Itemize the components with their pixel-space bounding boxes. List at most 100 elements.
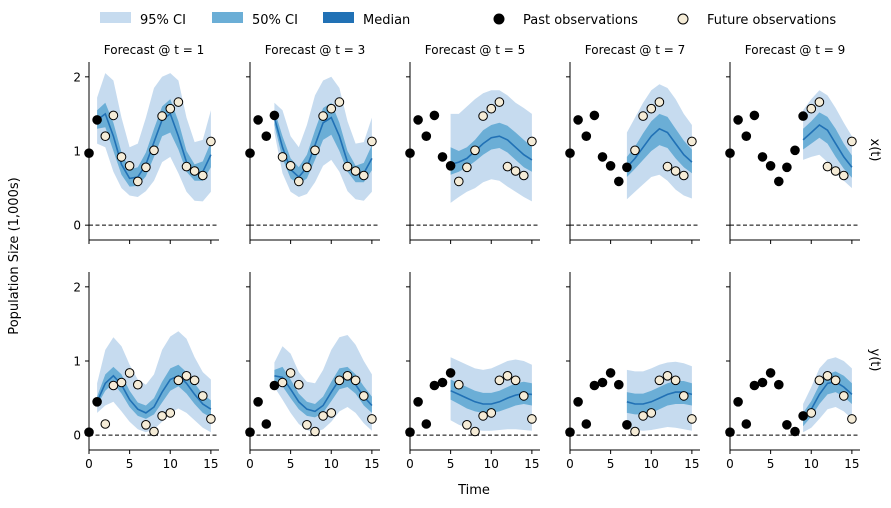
- past-observation-point: [589, 110, 600, 121]
- future-observation-point: [679, 391, 689, 401]
- y-tick-label: 2: [73, 70, 81, 84]
- future-observation-point: [806, 103, 817, 114]
- future-observation-point: [687, 136, 697, 147]
- future-observation-point: [206, 136, 216, 147]
- future-observation-point: [342, 371, 353, 381]
- past-observation-point: [92, 115, 102, 125]
- x-tick-label: 10: [644, 457, 659, 471]
- future-observation-point: [318, 111, 328, 121]
- past-observation-point: [765, 368, 776, 378]
- y-tick-label: 1: [73, 355, 81, 369]
- panel-x-t5: Forecast @ t = 5: [405, 43, 540, 244]
- future-observation-point: [502, 371, 513, 381]
- future-observation-point: [486, 103, 497, 114]
- future-observation-point: [478, 411, 488, 421]
- panel-title: Forecast @ t = 3: [265, 43, 365, 57]
- future-observation-point: [206, 414, 216, 424]
- panel-x-t1: 0 1 2 Forecast @ t = 1: [73, 43, 219, 244]
- future-observation-point: [359, 391, 369, 401]
- future-observation-point: [830, 166, 841, 176]
- legend-swatch: [323, 12, 354, 23]
- y-tick-label: 2: [73, 280, 81, 294]
- future-observation-point: [470, 426, 480, 437]
- future-observation-point: [654, 97, 665, 107]
- legend: 95% CI 50% CI Median Past observations Futur…: [100, 12, 836, 28]
- x-tick-label: 5: [126, 457, 134, 471]
- future-observation-point: [173, 375, 184, 386]
- future-observation-point: [662, 161, 673, 172]
- panel-y-t7: 0 5 10 15: [565, 272, 700, 471]
- past-observation-point: [733, 397, 743, 407]
- past-observation-point: [749, 110, 760, 121]
- past-observation-point: [429, 380, 440, 391]
- legend-item-3: Past observations: [493, 13, 638, 28]
- past-observation-point: [622, 420, 632, 430]
- future-observation-point: [157, 411, 167, 421]
- legend-label: 50% CI: [252, 13, 298, 28]
- future-observation-point: [814, 375, 825, 386]
- past-observation-point: [573, 397, 583, 407]
- future-observation-point: [277, 377, 288, 388]
- future-observation-point: [302, 162, 312, 173]
- panel-y-t3: 0 5 10 15: [245, 272, 380, 471]
- future-observation-point: [326, 103, 337, 114]
- legend-item-0: 95% CI: [100, 12, 186, 28]
- x-tick-label: 5: [287, 457, 295, 471]
- x-tick-label: 0: [246, 457, 254, 471]
- future-observation-point: [510, 375, 521, 386]
- future-observation-point: [334, 97, 345, 107]
- y-tick-label: 0: [73, 429, 81, 443]
- x-tick-label: 15: [203, 457, 218, 471]
- legend-swatch: [100, 12, 131, 23]
- panel-y-t5: 0 5 10 15: [405, 272, 540, 471]
- x-tick-label: 10: [804, 457, 819, 471]
- past-observation-point: [790, 145, 800, 156]
- future-observation-point: [285, 161, 296, 171]
- future-observation-point: [646, 408, 657, 418]
- future-observation-point: [149, 145, 159, 156]
- future-observation-point: [454, 176, 464, 187]
- panel-x-t9: Forecast @ t = 9: [725, 43, 860, 244]
- x-tick-label: 0: [406, 457, 414, 471]
- future-observation-point: [478, 111, 488, 121]
- x-tick-label: 0: [566, 457, 574, 471]
- future-observation-point: [679, 170, 689, 181]
- ci50-band: [450, 379, 532, 413]
- panel-title: Forecast @ t = 1: [104, 43, 204, 57]
- legend-label: Past observations: [523, 13, 638, 28]
- future-observation-point: [181, 371, 192, 381]
- legend-swatch: [212, 12, 243, 23]
- future-observation-point: [302, 420, 312, 430]
- x-tick-label: 0: [726, 457, 734, 471]
- future-observation-point: [108, 380, 119, 391]
- future-observation-point: [198, 170, 208, 181]
- future-observation-point: [310, 145, 320, 156]
- past-observation-point: [589, 380, 600, 391]
- past-observation-point: [429, 110, 440, 121]
- future-observation-point: [494, 375, 505, 386]
- x-tick-label: 5: [767, 457, 775, 471]
- median-line: [96, 374, 212, 414]
- median-line: [626, 127, 693, 168]
- x-tick-label: 15: [684, 457, 699, 471]
- legend-marker: [677, 13, 689, 25]
- past-observation-point: [765, 161, 776, 171]
- past-observation-point: [421, 131, 432, 141]
- past-observation-point: [622, 162, 632, 173]
- future-observation-point: [510, 166, 521, 176]
- future-observation-point: [630, 426, 640, 437]
- future-observation-point: [519, 391, 529, 401]
- past-observation-point: [798, 411, 808, 421]
- y-tick-label: 1: [73, 145, 81, 159]
- legend-label: 95% CI: [140, 13, 186, 28]
- median-line: [450, 389, 532, 405]
- past-observation-point: [253, 115, 263, 125]
- past-observation-point: [782, 420, 792, 430]
- future-observation-point: [133, 379, 143, 390]
- past-observation-point: [614, 379, 624, 390]
- future-observation-point: [527, 136, 537, 147]
- future-observation-point: [847, 414, 857, 424]
- past-observation-point: [269, 110, 280, 121]
- future-observation-point: [108, 110, 119, 121]
- ci95-band: [97, 331, 211, 433]
